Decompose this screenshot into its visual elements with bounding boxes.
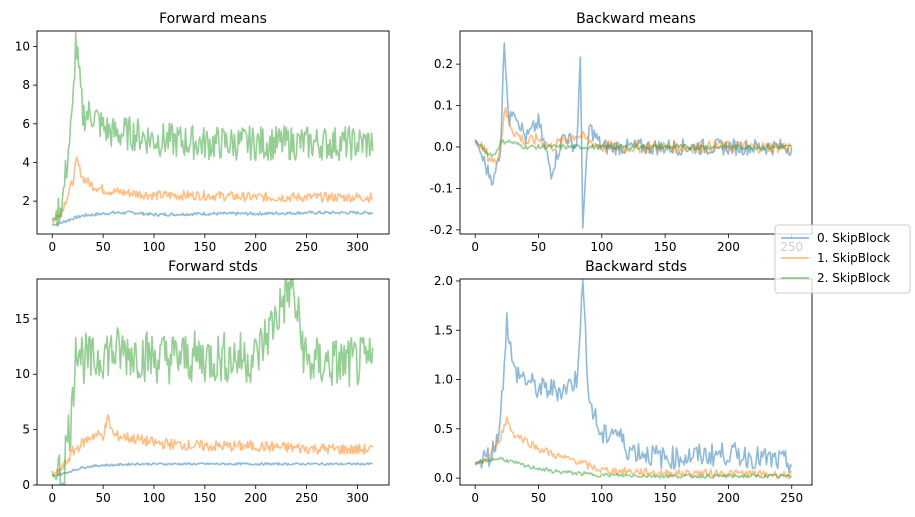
backward-means-xtick-label: 50 [531, 240, 546, 254]
forward-means-series-1 [51, 156, 374, 226]
forward-stds-ytick-label: 0 [22, 478, 30, 492]
forward-stds-ytick-label: 15 [15, 312, 30, 326]
backward-stds-ytick-label: 2.0 [434, 274, 453, 288]
forward-stds-ytick-label: 10 [15, 367, 30, 381]
forward-means-ytick-label: 10 [15, 39, 30, 53]
forward-means-ytick-label: 6 [22, 117, 30, 131]
forward-stds-series-0 [52, 462, 374, 477]
backward-stds-title: Backward stds [585, 259, 687, 275]
forward-stds-title: Forward stds [168, 259, 258, 275]
backward-means-ytick-label: -0.1 [430, 181, 453, 195]
backward-stds-xtick-label: 200 [717, 491, 740, 505]
forward-means-xtick-label: 250 [295, 240, 318, 254]
backward-stds-ytick-label: 1.0 [434, 373, 453, 387]
backward-means-ytick-label: 0.2 [434, 57, 453, 71]
backward-stds-xtick-label: 50 [531, 491, 546, 505]
forward-means-frame [36, 30, 390, 235]
forward-means-ytick-label: 4 [22, 155, 30, 169]
forward-means-xtick-label: 300 [346, 240, 369, 254]
forward-stds-ytick-label: 5 [22, 423, 30, 437]
backward-stds-panel: Backward stds 0 50 100 150 200 250 0.0 0.5 1.0 1.5… [434, 259, 813, 505]
backward-means-ytick-label: 0.1 [434, 99, 453, 113]
forward-stds-xtick-label: 0 [48, 491, 56, 505]
backward-stds-series-0 [474, 279, 793, 474]
forward-means-xtick-label: 150 [193, 240, 216, 254]
backward-stds-xtick-label: 0 [471, 491, 479, 505]
backward-means-frame [459, 30, 813, 235]
legend-box [774, 224, 911, 294]
backward-means-xtick-label: 0 [471, 240, 479, 254]
backward-stds-ytick-label: 1.5 [434, 323, 453, 337]
forward-means-xtick-label: 50 [95, 240, 110, 254]
backward-stds-series-2 [474, 456, 792, 479]
forward-stds-xtick-label: 250 [295, 491, 318, 505]
forward-stds-xtick-label: 150 [193, 491, 216, 505]
backward-means-series-2 [474, 139, 792, 158]
forward-means-title: Forward means [159, 11, 267, 27]
forward-stds-xtick-label: 100 [143, 491, 166, 505]
forward-means-series-2 [51, 31, 374, 228]
forward-stds-xtick-label: 300 [346, 491, 369, 505]
backward-stds-xtick-label: 100 [590, 491, 613, 505]
forward-means-series-0 [52, 210, 374, 227]
backward-stds-xtick-label: 150 [654, 491, 677, 505]
forward-means-xtick-label: 0 [48, 240, 56, 254]
backward-stds-ytick-label: 0.5 [434, 422, 453, 436]
backward-stds-frame [459, 278, 813, 486]
forward-stds-frame [36, 278, 390, 486]
forward-stds-series-2 [51, 279, 374, 485]
forward-means-panel: Forward means 0 50 100 150 200 250 300 2 4 6 8 10 [15, 11, 390, 254]
forward-means-ytick-label: 2 [22, 194, 30, 208]
backward-stds-series-1 [474, 416, 793, 480]
forward-means-ytick-label: 8 [22, 78, 30, 92]
backward-means-ytick-label: -0.2 [430, 223, 453, 237]
forward-stds-series-1 [51, 413, 374, 477]
backward-means-xtick-label: 150 [654, 240, 677, 254]
forward-stds-panel: Forward stds 0 50 100 150 200 250 300 0 5 10 15 [15, 259, 390, 505]
forward-stds-xtick-label: 50 [95, 491, 110, 505]
legend-label-1: 1. SkipBlock [817, 251, 890, 265]
forward-means-xtick-label: 100 [143, 240, 166, 254]
backward-stds-ytick-label: 0.0 [434, 471, 453, 485]
backward-stds-xtick-label: 250 [780, 491, 803, 505]
backward-means-title: Backward means [576, 11, 696, 27]
legend-label-0: 0. SkipBlock [817, 231, 890, 245]
backward-means-series-1 [474, 106, 793, 164]
forward-means-xtick-label: 200 [244, 240, 267, 254]
backward-means-panel: Backward means050100150200250-0.2-0.10.0… [430, 11, 813, 254]
legend-label-2: 2. SkipBlock [817, 271, 890, 285]
legend: 0. SkipBlock 1. SkipBlock 2. SkipBlock [774, 224, 911, 294]
backward-means-xtick-label: 100 [590, 240, 613, 254]
forward-stds-xtick-label: 200 [244, 491, 267, 505]
backward-means-xtick-label: 200 [717, 240, 740, 254]
backward-means-ytick-label: 0.0 [434, 140, 453, 154]
